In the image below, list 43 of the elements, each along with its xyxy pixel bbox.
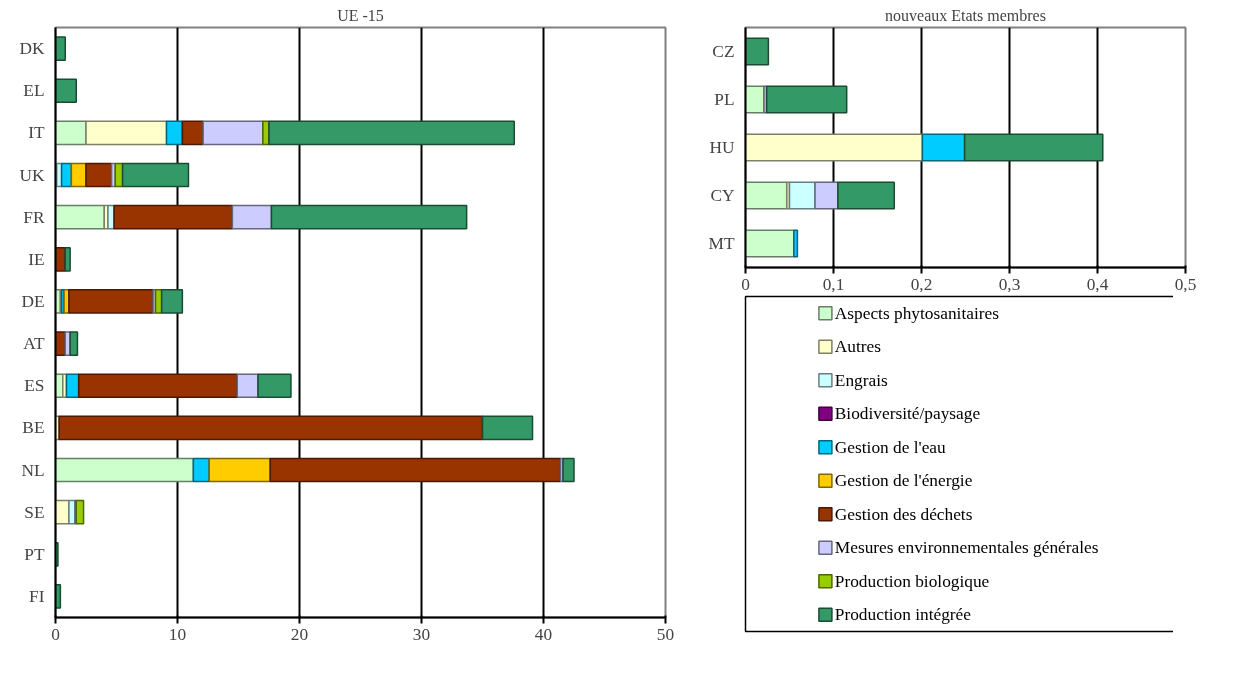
x-tick-label: 0,2: [910, 274, 933, 294]
x-tick-label: 0,1: [822, 274, 845, 294]
legend-label: Autres: [834, 337, 882, 357]
y-tick-label: PT: [24, 544, 45, 564]
x-tick-label: 0,3: [998, 274, 1021, 294]
x-tick-label: 10: [168, 624, 187, 644]
x-tick-label: 40: [534, 624, 553, 644]
x-tick-label: 0: [741, 274, 750, 294]
y-tick-label: SE: [24, 502, 45, 522]
y-tick-label: AT: [23, 334, 45, 354]
y-tick-label: CZ: [712, 42, 735, 61]
x-tick-label: 0,4: [1086, 274, 1109, 294]
y-tick-label: UK: [19, 165, 45, 185]
y-tick-label: HU: [709, 138, 735, 157]
legend-label: Gestion des déchets: [834, 504, 973, 524]
legend-label: Production intégrée: [834, 605, 972, 625]
x-tick-label: 50: [656, 624, 675, 644]
x-tick-label: 0: [51, 624, 60, 644]
y-tick-label: BE: [22, 418, 45, 438]
y-tick-label: FI: [29, 586, 45, 606]
y-tick-label: IT: [28, 123, 45, 143]
y-tick-label: IE: [28, 249, 45, 269]
legend-label: Engrais: [834, 370, 888, 390]
y-tick-label: EL: [23, 81, 45, 101]
legend-label: Biodiversité/paysage: [834, 404, 981, 424]
y-tick-label: CY: [710, 186, 735, 205]
y-tick-label: MT: [708, 234, 735, 253]
chart-title: nouveaux Etats membres: [885, 6, 1046, 24]
legend-label: Gestion de l'eau: [834, 437, 947, 457]
x-tick-label: 30: [412, 624, 431, 644]
legend-label: Mesures environnementales générales: [834, 538, 1099, 558]
y-tick-label: NL: [21, 460, 45, 480]
x-tick-label: 20: [290, 624, 309, 644]
y-tick-label: ES: [24, 376, 45, 396]
chart-title: UE -15: [337, 6, 384, 24]
y-tick-label: FR: [23, 207, 45, 227]
legend-label: Production biologique: [834, 571, 990, 591]
y-tick-label: DK: [19, 39, 45, 59]
legend-label: Gestion de l'énergie: [834, 471, 973, 491]
y-tick-label: PL: [714, 90, 735, 109]
legend-label: Aspects phytosanitaires: [834, 303, 1000, 323]
y-tick-label: DE: [21, 291, 45, 311]
x-tick-label: 0,5: [1174, 274, 1197, 294]
